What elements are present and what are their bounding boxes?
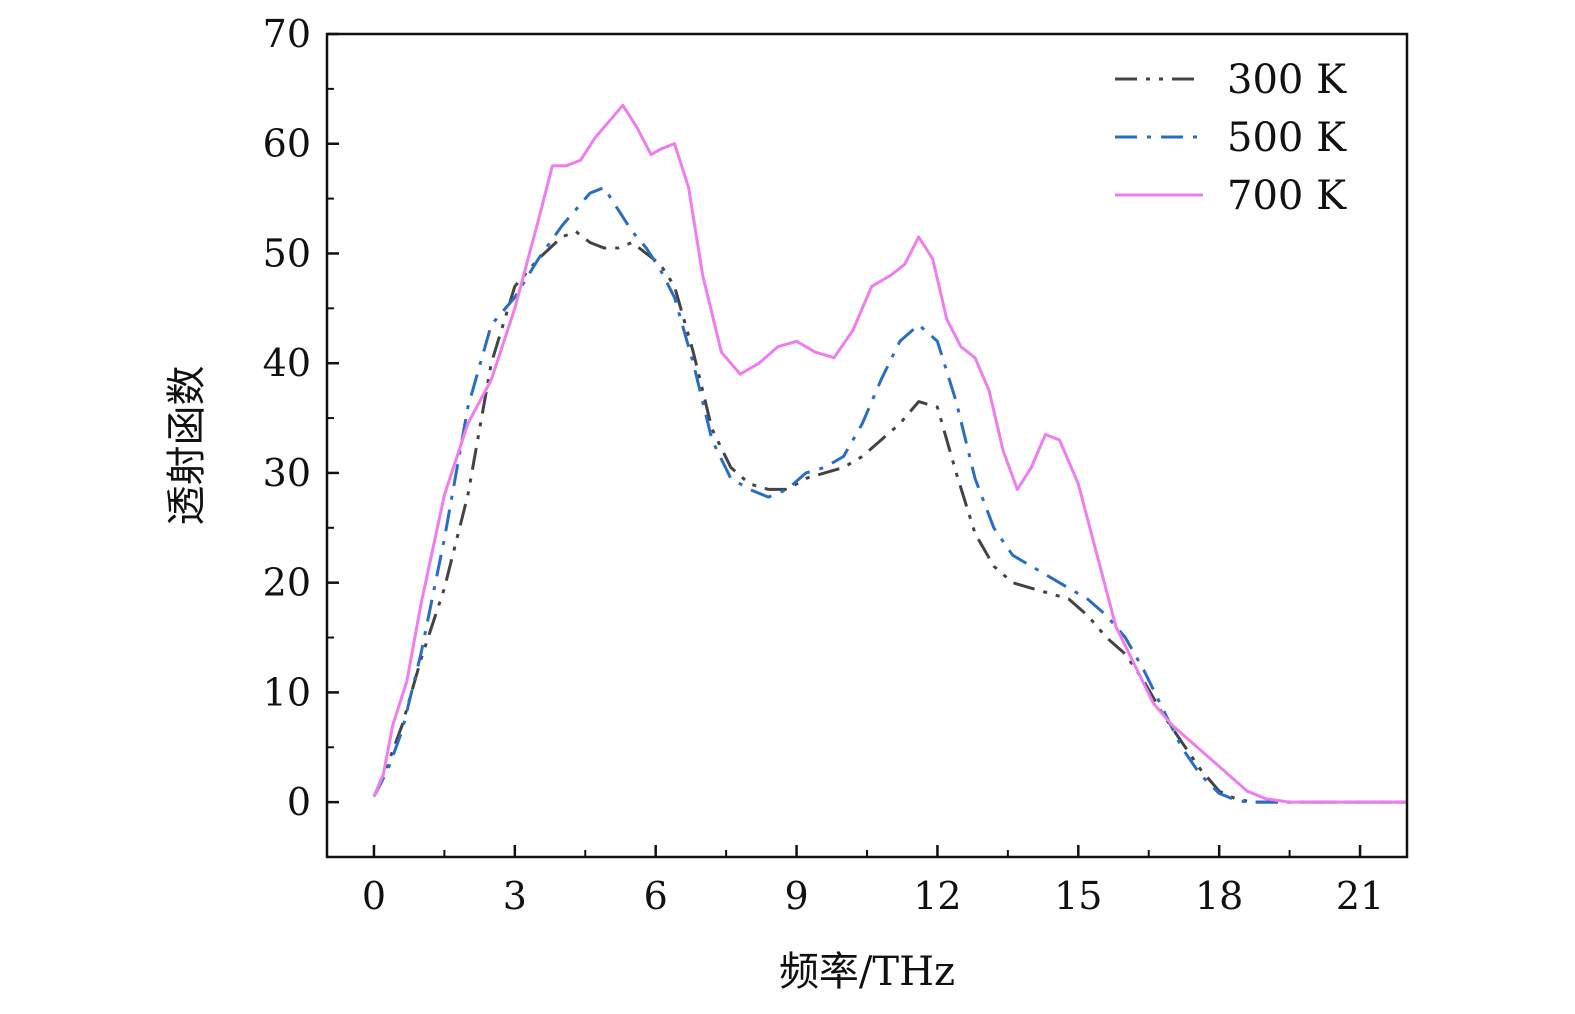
x-tick-label: 21: [1336, 874, 1384, 918]
x-tick-label: 0: [362, 874, 386, 918]
legend-label: 700 K: [1227, 173, 1347, 219]
x-tick-label: 15: [1054, 874, 1102, 918]
y-tick-label: 60: [263, 122, 311, 166]
ticks-layer: 0 3 6 9 12 15 18 21 0 10 20 30 40 50 60 70: [263, 12, 1385, 918]
y-tick-label: 20: [263, 561, 311, 605]
legend-label: 500 K: [1227, 115, 1347, 161]
x-tick-label: 18: [1195, 874, 1243, 918]
y-tick-label: 30: [263, 451, 311, 495]
series-line-700-k: [372, 103, 1407, 804]
y-tick-label: 70: [263, 12, 311, 56]
series-line-300-k: [372, 230, 1407, 804]
legend-label: 300 K: [1227, 57, 1347, 103]
legend: 300 K 500 K 700 K: [1115, 57, 1347, 219]
y-tick-label: 10: [263, 670, 311, 714]
y-tick-label: 0: [287, 780, 311, 824]
series-line-500-k: [372, 186, 1407, 804]
y-tick-label: 50: [263, 231, 311, 275]
x-tick-label: 12: [913, 874, 961, 918]
y-tick-label: 40: [263, 341, 311, 385]
y-axis-title: 透射函数: [164, 366, 210, 526]
x-tick-label: 9: [784, 874, 808, 918]
series-layer: [372, 103, 1407, 804]
x-tick-label: 3: [503, 874, 527, 918]
x-tick-label: 6: [644, 874, 668, 918]
x-axis-title: 频率/THz: [779, 949, 955, 995]
